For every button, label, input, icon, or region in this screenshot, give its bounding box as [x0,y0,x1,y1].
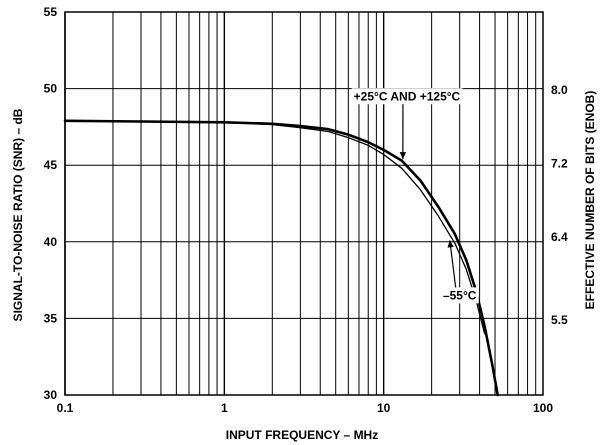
annotation-label-2: –55°C [443,288,477,302]
y2-tick-label: 6.4 [551,230,568,244]
y2-tick-label: 7.2 [551,157,568,171]
annotation-background [351,88,463,105]
series-line-2 [64,120,486,335]
y2-tick-label: 8.0 [551,83,568,97]
y-tick-label: 35 [44,311,58,325]
annotation-label-1: +25°C AND +125°C [354,89,461,103]
x-tick-label: 0.1 [57,401,74,415]
y-tick-label: 30 [44,388,58,402]
x-axis-title: INPUT FREQUENCY – MHz [226,428,378,442]
annotation-arrowhead [447,240,454,248]
y-tick-label: 40 [44,235,58,249]
y2-axis-title: EFFECTIVE NUMBER OF BITS (ENOB) [583,91,597,310]
y2-tick-label: 5.5 [551,313,568,327]
annotation-background [440,287,479,304]
annotation-arrow-line [449,240,457,288]
x-tick-label: 10 [377,401,391,415]
tick-labels: 0.1 1 10 100 30 35 40 45 50 55 5.5 6.4 7.2 8.0 [44,5,568,415]
x-tick-label: 100 [533,401,553,415]
x-tick-label: 1 [221,401,228,415]
y-tick-label: 50 [44,82,58,96]
series-line-1 [63,119,500,397]
y-axis-title: SIGNAL-TO-NOISE RATIO (SNR) – dB [11,108,25,321]
y-tick-label: 55 [44,5,58,19]
annotations: +25°C AND +125°C –55°C [351,88,479,304]
data-series [63,119,500,397]
y-tick-label: 45 [44,158,58,172]
grid [64,11,543,396]
annotation-arrowhead [399,152,407,160]
plot-frame [64,11,544,396]
